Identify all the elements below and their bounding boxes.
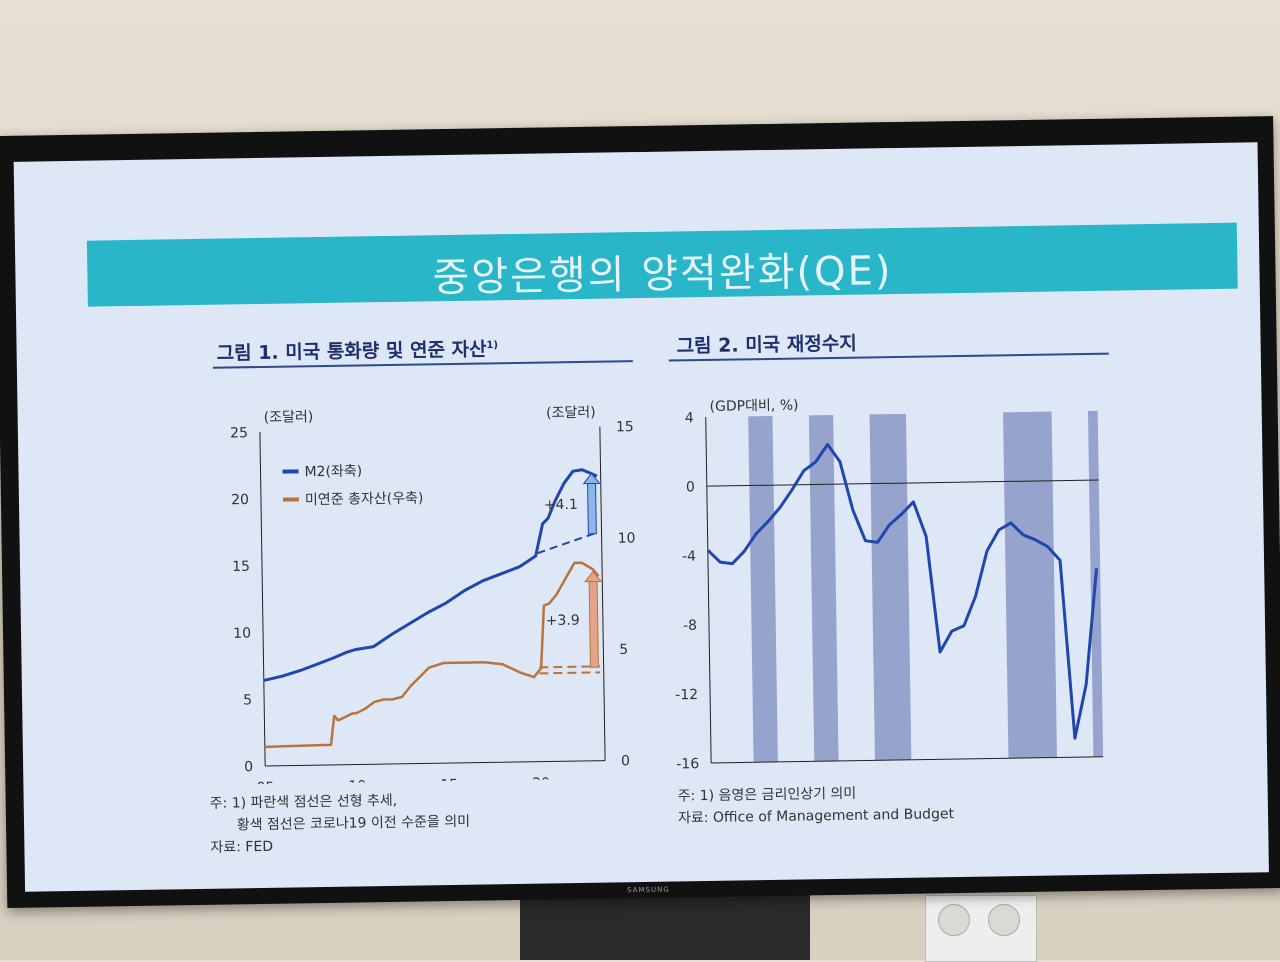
figure1-note-2: 황색 점선은 코로나19 이전 수준을 의미 [210, 811, 470, 835]
y-tick-label: 0 [686, 479, 695, 495]
x-tick-label: 10 [945, 773, 963, 778]
figure1-note-3: 자료: FED [210, 836, 273, 857]
socket [988, 904, 1020, 936]
figure1-heading-sup: 1) [486, 340, 498, 351]
left-tick-label: 5 [243, 692, 252, 708]
legend-label: 미연준 총자산(우축) [305, 490, 424, 508]
right-axis [600, 427, 605, 761]
x-tick-label: 22 [1091, 771, 1109, 778]
x-tick-label: 15 [440, 777, 458, 785]
legend-label: M2(좌축) [304, 463, 362, 480]
left-tick-label: 20 [231, 492, 249, 508]
left-tick-label: 10 [233, 626, 251, 642]
figure2-note-2: 자료: Office of Management and Budget [678, 803, 954, 827]
x-tick-label: 10 [348, 778, 366, 784]
right-tick-label: 10 [618, 530, 636, 546]
y-tick-label: -4 [682, 549, 696, 565]
annotation-arrow-shaft [588, 481, 597, 533]
x-tick-label: 05 [884, 774, 902, 778]
shaded-rate-hike-period [809, 415, 839, 761]
left-tick-label: 0 [244, 759, 253, 775]
annotation-arrow-shaft [589, 579, 598, 667]
x-tick-label: 15 [1006, 772, 1024, 778]
y-axis [706, 417, 711, 763]
right-tick-label: 5 [619, 642, 628, 658]
x-tick-label: 05 [256, 780, 274, 785]
slide-title: 중앙은행의 양적완화(QE) [87, 233, 1238, 309]
annotation-label: +3.9 [546, 613, 580, 630]
chart1-money-supply-fed-assets: (조달러)(조달러)051015202505101505101520+4.1+3… [207, 378, 653, 785]
m2-trend-line [537, 532, 598, 553]
wall-outlet [925, 895, 1037, 962]
x-tick-label: 90 [702, 777, 720, 778]
right-unit-label: (조달러) [546, 405, 596, 422]
y-tick-label: -16 [676, 756, 699, 772]
fed-precovid-level-line [539, 672, 600, 673]
x-tick-label: 95 [763, 776, 781, 778]
chart2-fiscal-balance: (GDP대비, %) -16 -12 -8 -4 0 4 90 95 00 05 10 15 20 22 [657, 371, 1123, 778]
left-axis [260, 432, 265, 766]
y-tick-label: -12 [675, 687, 698, 703]
y-tick-label: 4 [685, 410, 694, 426]
x-axis [265, 761, 605, 766]
shaded-rate-hike-period [748, 416, 778, 762]
annotation-label: +4.1 [544, 497, 578, 514]
tv-display: 중앙은행의 양적완화(QE) 그림 1. 미국 통화량 및 연준 자산1) 그림… [0, 116, 1280, 908]
fed-assets-series-line [262, 562, 601, 747]
y-tick-label: -8 [683, 618, 697, 634]
tv-brand-logo: SAMSUNG [627, 886, 670, 895]
figure1-note-1: 주: 1) 파란색 점선은 선형 추세, [210, 790, 398, 813]
x-tick-label: 20 [532, 775, 550, 784]
figure2-heading: 그림 2. 미국 재정수지 [676, 329, 857, 359]
right-tick-label: 0 [621, 753, 630, 769]
socket [938, 904, 970, 936]
y-unit-label: (GDP대비, %) [709, 398, 798, 415]
shaded-rate-hike-period [1003, 412, 1057, 759]
figure1-heading-text: 그림 1. 미국 통화량 및 연준 자산 [216, 338, 486, 364]
slide-screen: 중앙은행의 양적완화(QE) 그림 1. 미국 통화량 및 연준 자산1) 그림… [14, 142, 1269, 891]
right-tick-label: 15 [616, 419, 634, 435]
shaded-rate-hike-period [870, 414, 912, 761]
title-band: 중앙은행의 양적완화(QE) [87, 223, 1238, 307]
figure2-note-1: 주: 1) 음영은 금리인상기 의미 [678, 783, 857, 806]
x-tick-label: 00 [824, 775, 842, 778]
x-tick-label: 20 [1067, 771, 1085, 778]
left-unit-label: (조달러) [264, 409, 314, 426]
figure1-heading: 그림 1. 미국 통화량 및 연준 자산1) [216, 334, 498, 365]
left-tick-label: 25 [230, 425, 248, 441]
left-tick-label: 15 [232, 559, 250, 575]
annotation-arrow-head [585, 571, 601, 581]
